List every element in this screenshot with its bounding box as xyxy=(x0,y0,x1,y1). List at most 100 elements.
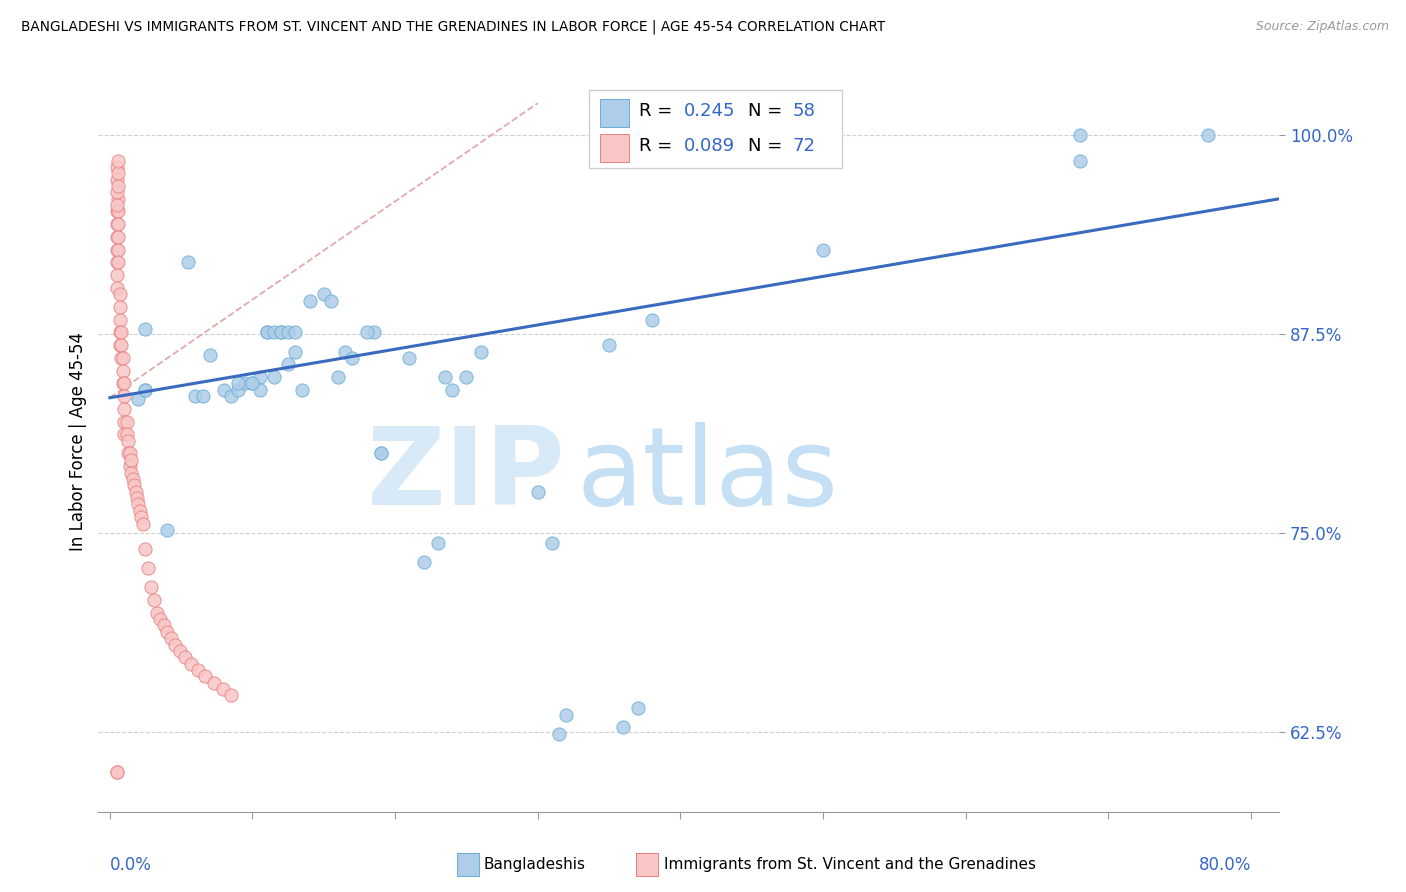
Point xyxy=(212,383,235,397)
Point xyxy=(641,312,664,326)
Point xyxy=(1069,153,1091,168)
FancyBboxPatch shape xyxy=(600,134,628,161)
Point xyxy=(108,326,131,340)
Point xyxy=(256,326,278,340)
Point xyxy=(131,516,153,531)
Point xyxy=(117,446,139,460)
Text: 80.0%: 80.0% xyxy=(1198,856,1251,874)
Point xyxy=(129,510,152,524)
Point xyxy=(1069,128,1091,142)
Point xyxy=(105,198,128,212)
Point xyxy=(270,326,292,340)
Point xyxy=(363,326,385,340)
Point xyxy=(111,364,134,378)
Point xyxy=(219,389,242,403)
Point xyxy=(112,401,135,416)
Point xyxy=(277,326,299,340)
Point xyxy=(107,179,129,194)
Point xyxy=(105,268,128,282)
Point xyxy=(117,434,139,448)
Point xyxy=(226,376,249,391)
Point xyxy=(180,657,202,671)
Point xyxy=(156,624,179,639)
Point xyxy=(202,675,225,690)
Point xyxy=(184,389,207,403)
Point xyxy=(112,427,135,442)
Point xyxy=(319,293,342,308)
Point xyxy=(626,701,648,715)
Point xyxy=(612,720,634,734)
Point xyxy=(134,383,156,397)
Point xyxy=(107,204,129,219)
Point xyxy=(598,338,620,352)
Point xyxy=(108,312,131,326)
Point xyxy=(108,287,131,301)
Point xyxy=(555,707,578,722)
Text: N =: N = xyxy=(748,103,787,120)
Point xyxy=(811,243,834,257)
Point xyxy=(128,504,150,518)
Text: R =: R = xyxy=(640,137,678,155)
Point xyxy=(115,427,138,442)
Point xyxy=(242,376,264,391)
Point xyxy=(118,459,141,474)
Point xyxy=(105,172,128,186)
Point xyxy=(105,764,128,779)
Point xyxy=(548,727,571,741)
Point xyxy=(412,555,434,569)
Point xyxy=(120,466,142,480)
Text: R =: R = xyxy=(640,103,678,120)
Point xyxy=(141,580,163,594)
Point xyxy=(105,764,128,779)
Point xyxy=(470,344,492,359)
Point xyxy=(107,166,129,180)
Point xyxy=(149,612,172,626)
Point xyxy=(242,376,264,391)
Point xyxy=(134,541,156,556)
Point xyxy=(105,243,128,257)
Text: atlas: atlas xyxy=(576,422,839,528)
Point xyxy=(298,293,321,308)
Point xyxy=(249,383,271,397)
Point xyxy=(111,376,134,391)
Point xyxy=(108,338,131,352)
Point xyxy=(426,535,449,549)
Point xyxy=(342,351,364,365)
Point xyxy=(105,186,128,200)
Point xyxy=(370,446,392,460)
Point xyxy=(219,689,242,703)
Point xyxy=(249,370,271,384)
Point xyxy=(335,344,357,359)
Point xyxy=(160,631,183,645)
Point xyxy=(105,160,128,174)
Text: N =: N = xyxy=(748,137,787,155)
Point xyxy=(118,446,141,460)
FancyBboxPatch shape xyxy=(600,99,628,127)
Point xyxy=(115,415,138,429)
Point xyxy=(127,498,149,512)
Point xyxy=(156,523,179,537)
Text: 72: 72 xyxy=(793,137,815,155)
Point xyxy=(194,669,217,683)
Point xyxy=(121,472,143,486)
Point xyxy=(105,255,128,269)
Point xyxy=(541,535,564,549)
Point xyxy=(134,322,156,336)
Point xyxy=(270,326,292,340)
Point xyxy=(112,415,135,429)
Point xyxy=(370,446,392,460)
Point xyxy=(187,663,209,677)
Point xyxy=(1197,128,1219,142)
Point xyxy=(107,243,129,257)
FancyBboxPatch shape xyxy=(589,90,842,168)
Point xyxy=(105,204,128,219)
Point xyxy=(326,370,349,384)
Point xyxy=(284,326,307,340)
Point xyxy=(108,300,131,314)
Point xyxy=(174,650,197,665)
Point xyxy=(143,593,166,607)
Point xyxy=(107,153,129,168)
Point xyxy=(146,606,169,620)
Text: ZIP: ZIP xyxy=(367,422,565,528)
Point xyxy=(256,326,278,340)
